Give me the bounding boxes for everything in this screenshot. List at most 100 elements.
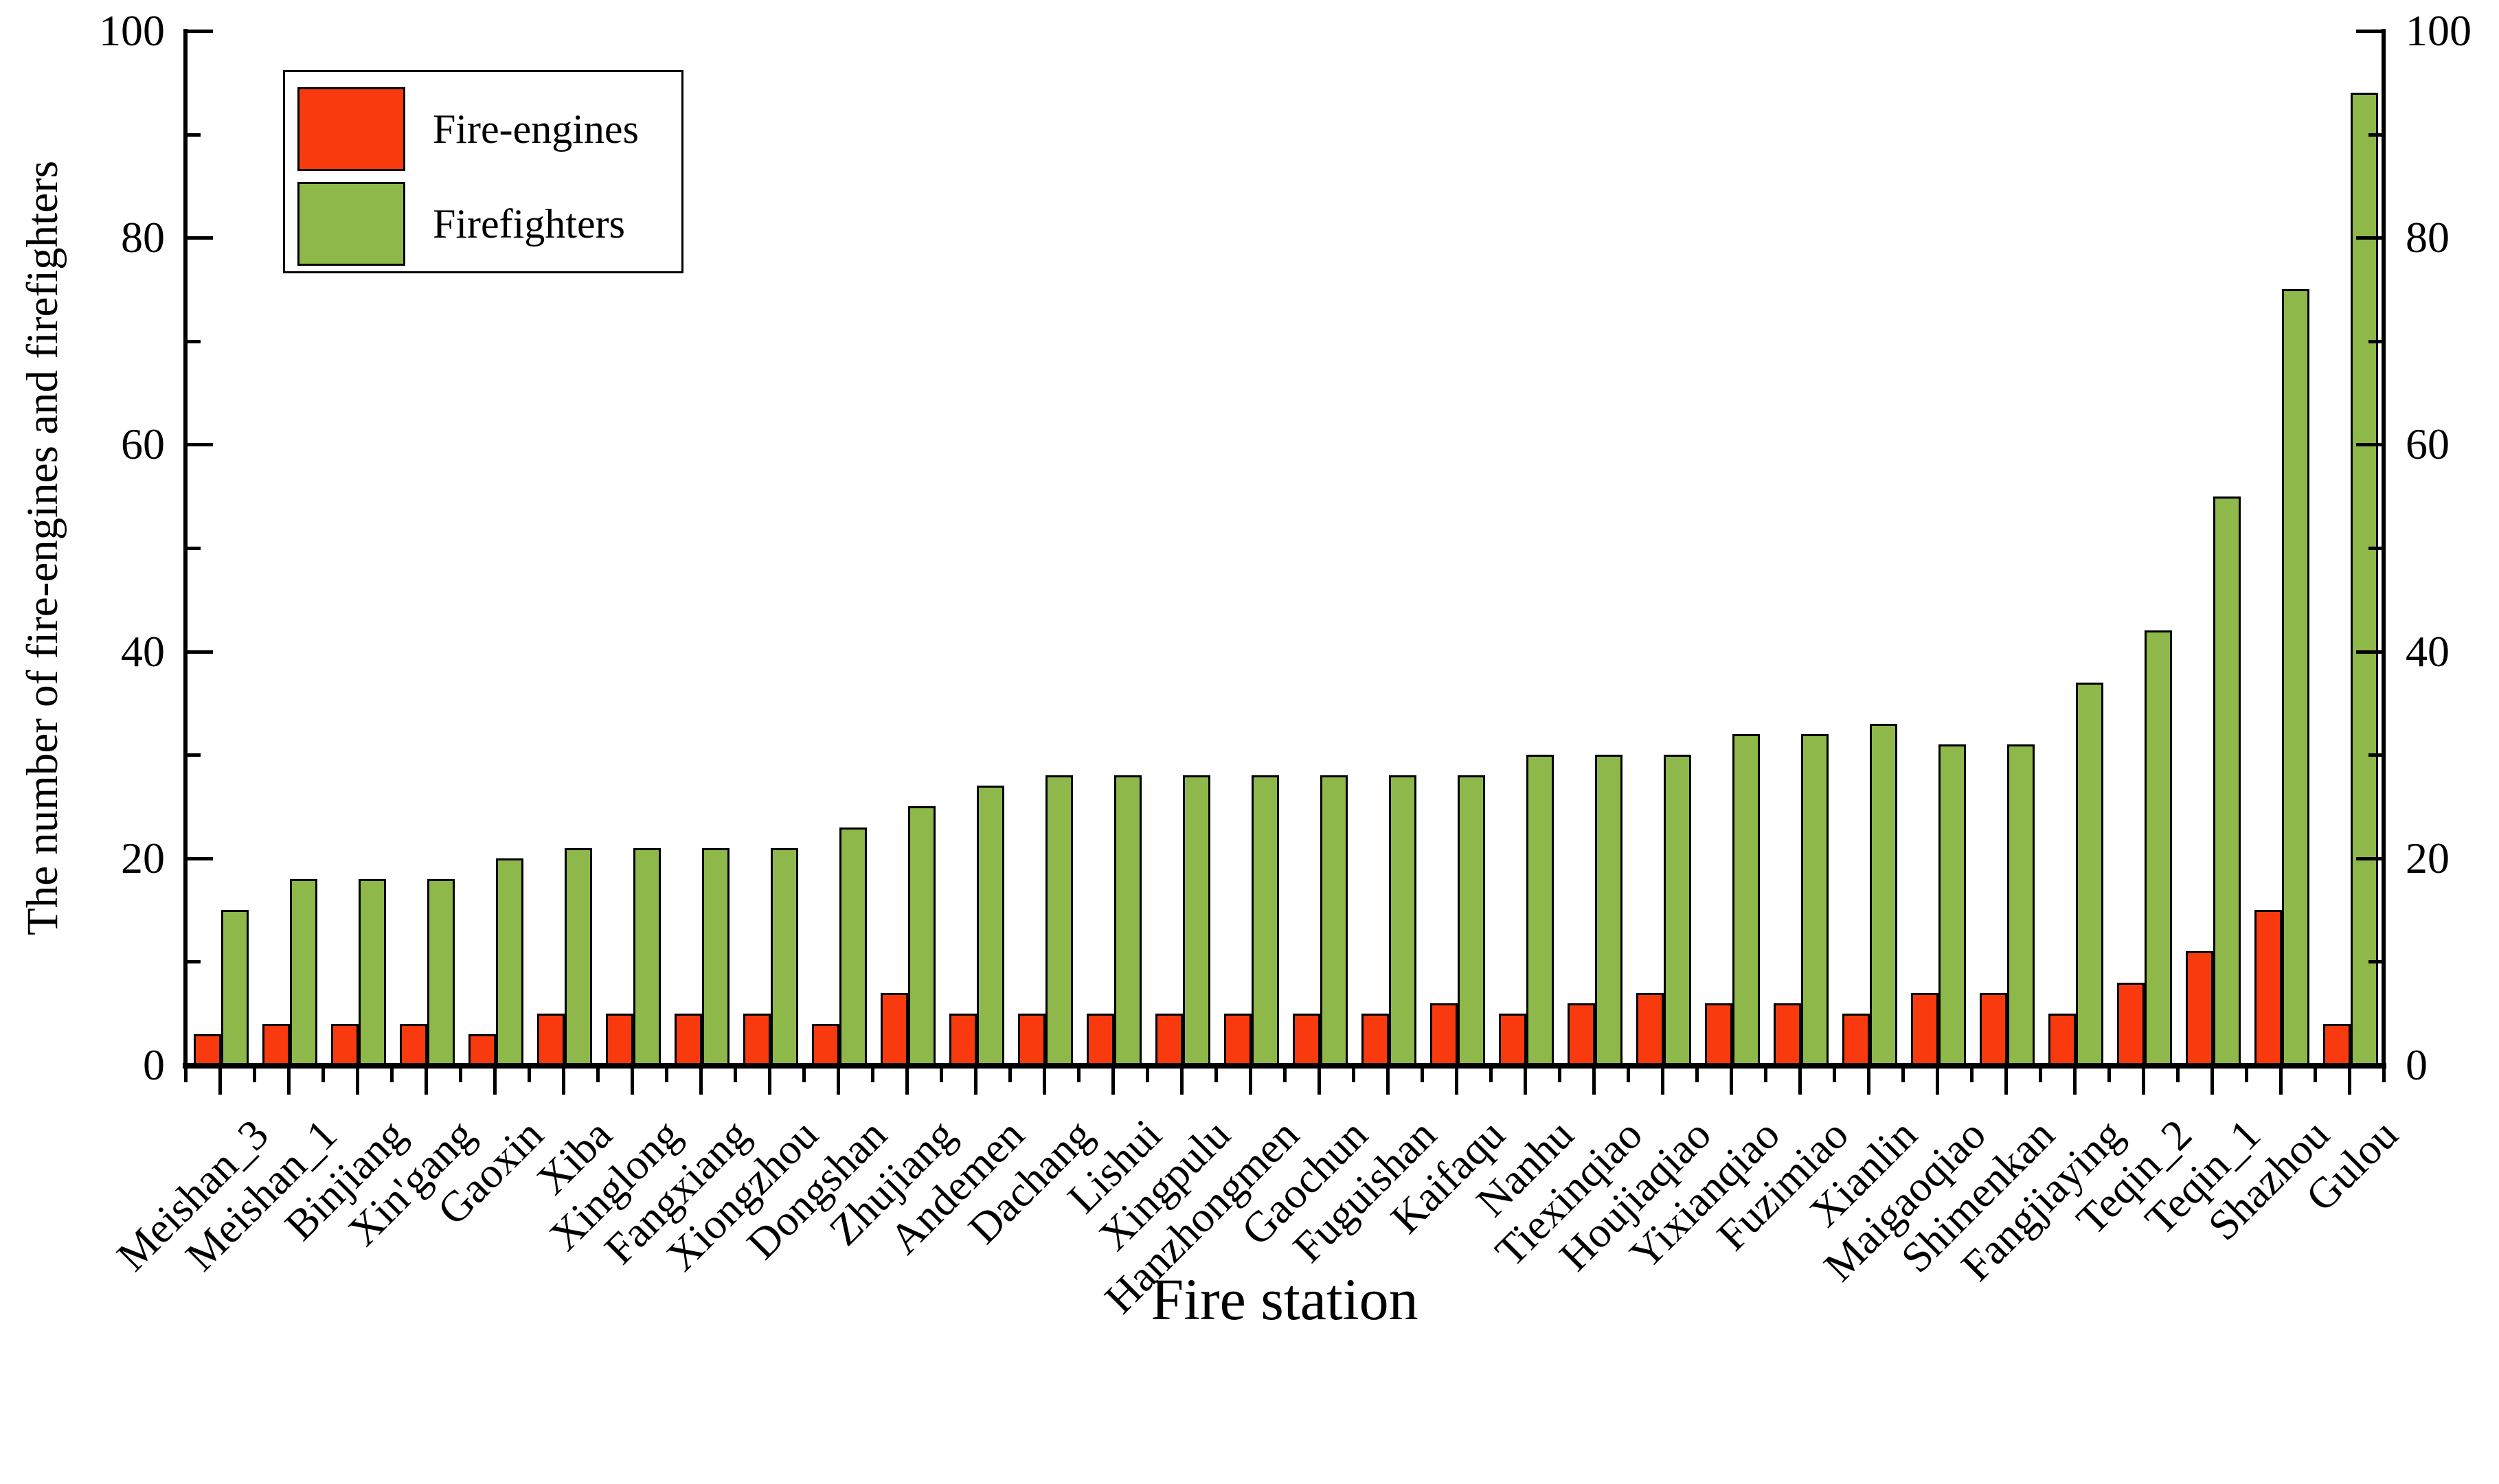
y-tick-label-left-80: 80 <box>121 213 165 262</box>
x-major-tick-Meishan_1 <box>287 1069 291 1095</box>
bar-firefighters-Kaifaqu <box>1458 775 1485 1069</box>
y-tick-label-right-40: 40 <box>2406 627 2450 676</box>
bar-firefighters-Lishui <box>1114 775 1142 1069</box>
x-minor-tick-10 <box>871 1069 874 1082</box>
x-minor-tick-31 <box>2314 1069 2317 1082</box>
y-major-tick-left-20 <box>185 857 213 860</box>
x-minor-tick-1 <box>253 1069 256 1082</box>
legend-swatch-fire-engines <box>297 87 405 171</box>
y-major-tick-right-40 <box>2356 650 2384 654</box>
x-major-tick-Shazhou <box>2279 1069 2283 1095</box>
x-axis-title: Fire station <box>1151 1266 1418 1332</box>
bar-fire-engines-Teqin_1 <box>2186 951 2213 1069</box>
y-minor-tick-left-90 <box>185 133 201 137</box>
y-major-tick-right-60 <box>2356 443 2384 446</box>
bar-fire-engines-Hanzhongmen <box>1224 1014 1252 1069</box>
x-major-tick-Fangxiang <box>699 1069 703 1095</box>
y-tick-label-right-100: 100 <box>2406 6 2472 55</box>
x-major-tick-Houjiaqiao <box>1661 1069 1664 1095</box>
bar-firefighters-Gaochun <box>1320 775 1348 1069</box>
x-major-tick-Yixianqiao <box>1730 1069 1733 1095</box>
x-major-tick-Xianlin <box>1867 1069 1870 1095</box>
bar-fire-engines-Zhujiang <box>881 993 908 1069</box>
x-minor-tick-29 <box>2176 1069 2180 1082</box>
y-minor-tick-right-90 <box>2368 133 2384 137</box>
x-minor-tick-16 <box>1283 1069 1287 1082</box>
bar-firefighters-Fangxiang <box>702 848 730 1069</box>
x-minor-tick-18 <box>1421 1069 1424 1082</box>
x-major-tick-Xingpulu <box>1180 1069 1184 1095</box>
bar-firefighters-Xinglong <box>633 848 661 1069</box>
bar-firefighters-Shazhou <box>2282 289 2309 1069</box>
x-major-tick-Shimenkan <box>2004 1069 2008 1095</box>
y-minor-tick-left-30 <box>185 753 201 757</box>
x-major-tick-Xiongzhou <box>768 1069 771 1095</box>
bar-fire-engines-Kaifaqu <box>1430 1003 1458 1069</box>
y-tick-label-left-20: 20 <box>121 834 165 882</box>
bar-fire-engines-Houjiaqiao <box>1636 993 1664 1069</box>
x-minor-tick-7 <box>665 1069 668 1082</box>
x-minor-tick-25 <box>1901 1069 1905 1082</box>
x-minor-tick-13 <box>1077 1069 1081 1082</box>
y-minor-tick-right-30 <box>2368 753 2384 757</box>
y-major-tick-right-100 <box>2356 30 2384 33</box>
x-minor-tick-4 <box>459 1069 462 1082</box>
y-minor-tick-right-70 <box>2368 340 2384 343</box>
x-minor-tick-28 <box>2107 1069 2111 1082</box>
y-major-tick-right-80 <box>2356 236 2384 240</box>
bar-firefighters-Zhujiang <box>908 806 936 1069</box>
x-major-tick-Hanzhongmen <box>1249 1069 1252 1095</box>
bar-firefighters-Nanhu <box>1526 755 1554 1069</box>
y-tick-label-left-60: 60 <box>121 420 165 468</box>
bar-fire-engines-Fangjiaying <box>2048 1014 2076 1069</box>
bar-fire-engines-Binjiang <box>331 1024 359 1069</box>
bar-fire-engines-Teqin_2 <box>2117 983 2145 1069</box>
bar-fire-engines-Fangxiang <box>675 1014 702 1069</box>
x-major-tick-Nanhu <box>1524 1069 1527 1095</box>
bar-fire-engines-Yixianqiao <box>1705 1003 1732 1069</box>
bar-fire-engines-Meishan_1 <box>262 1024 290 1069</box>
bar-firefighters-Dongshan <box>839 827 867 1069</box>
bar-fire-engines-Fuzimiao <box>1774 1003 1801 1069</box>
y-minor-tick-right-10 <box>2368 960 2384 963</box>
x-major-tick-Gaoxin <box>493 1069 497 1095</box>
y-axis-title: The number of fire-engines and firefight… <box>18 161 67 936</box>
bar-fire-engines-Xin'gang <box>400 1024 427 1069</box>
bar-fire-engines-Meishan_3 <box>194 1034 221 1069</box>
bar-fire-engines-Dongshan <box>812 1024 839 1069</box>
x-minor-tick-22 <box>1695 1069 1699 1082</box>
x-minor-tick-6 <box>596 1069 600 1082</box>
bar-fire-engines-Fuguishan <box>1361 1014 1389 1069</box>
x-major-tick-Xin'gang <box>425 1069 428 1095</box>
bar-fire-engines-Shazhou <box>2254 910 2282 1069</box>
y-major-tick-right-20 <box>2356 857 2384 860</box>
x-minor-tick-24 <box>1833 1069 1836 1082</box>
bar-fire-engines-Maigaoqiao <box>1911 993 1938 1069</box>
legend: Fire-engines Firefighters <box>283 70 683 273</box>
x-major-tick-Xiba <box>562 1069 565 1095</box>
bar-firefighters-Fuguishan <box>1389 775 1416 1069</box>
x-minor-tick-3 <box>390 1069 394 1082</box>
y-tick-label-right-60: 60 <box>2406 420 2450 468</box>
x-major-tick-Dongshan <box>837 1069 840 1095</box>
legend-label-fire-engines: Fire-engines <box>433 106 639 152</box>
bar-fire-engines-Shimenkan <box>1980 993 2007 1069</box>
x-major-tick-Kaifaqu <box>1455 1069 1458 1095</box>
x-major-tick-Gaochun <box>1318 1069 1321 1095</box>
x-major-tick-Fangjiaying <box>2073 1069 2077 1095</box>
y-tick-label-left-40: 40 <box>121 627 165 676</box>
x-major-tick-Gulou <box>2348 1069 2351 1095</box>
x-minor-tick-20 <box>1558 1069 1561 1082</box>
x-major-tick-Dachang <box>1043 1069 1046 1095</box>
y-minor-tick-left-50 <box>185 547 201 550</box>
bar-firefighters-Xingpulu <box>1183 775 1210 1069</box>
x-minor-tick-21 <box>1627 1069 1630 1082</box>
y-tick-label-left-0: 0 <box>143 1040 165 1089</box>
bar-firefighters-Maigaoqiao <box>1938 744 1966 1069</box>
bar-fire-engines-Gaoxin <box>468 1034 496 1069</box>
bar-fire-engines-Gulou <box>2323 1024 2351 1069</box>
bar-firefighters-Meishan_1 <box>290 879 317 1069</box>
y-minor-tick-left-70 <box>185 340 201 343</box>
bar-firefighters-Dachang <box>1045 775 1073 1069</box>
bar-fire-engines-Gaochun <box>1293 1014 1320 1069</box>
